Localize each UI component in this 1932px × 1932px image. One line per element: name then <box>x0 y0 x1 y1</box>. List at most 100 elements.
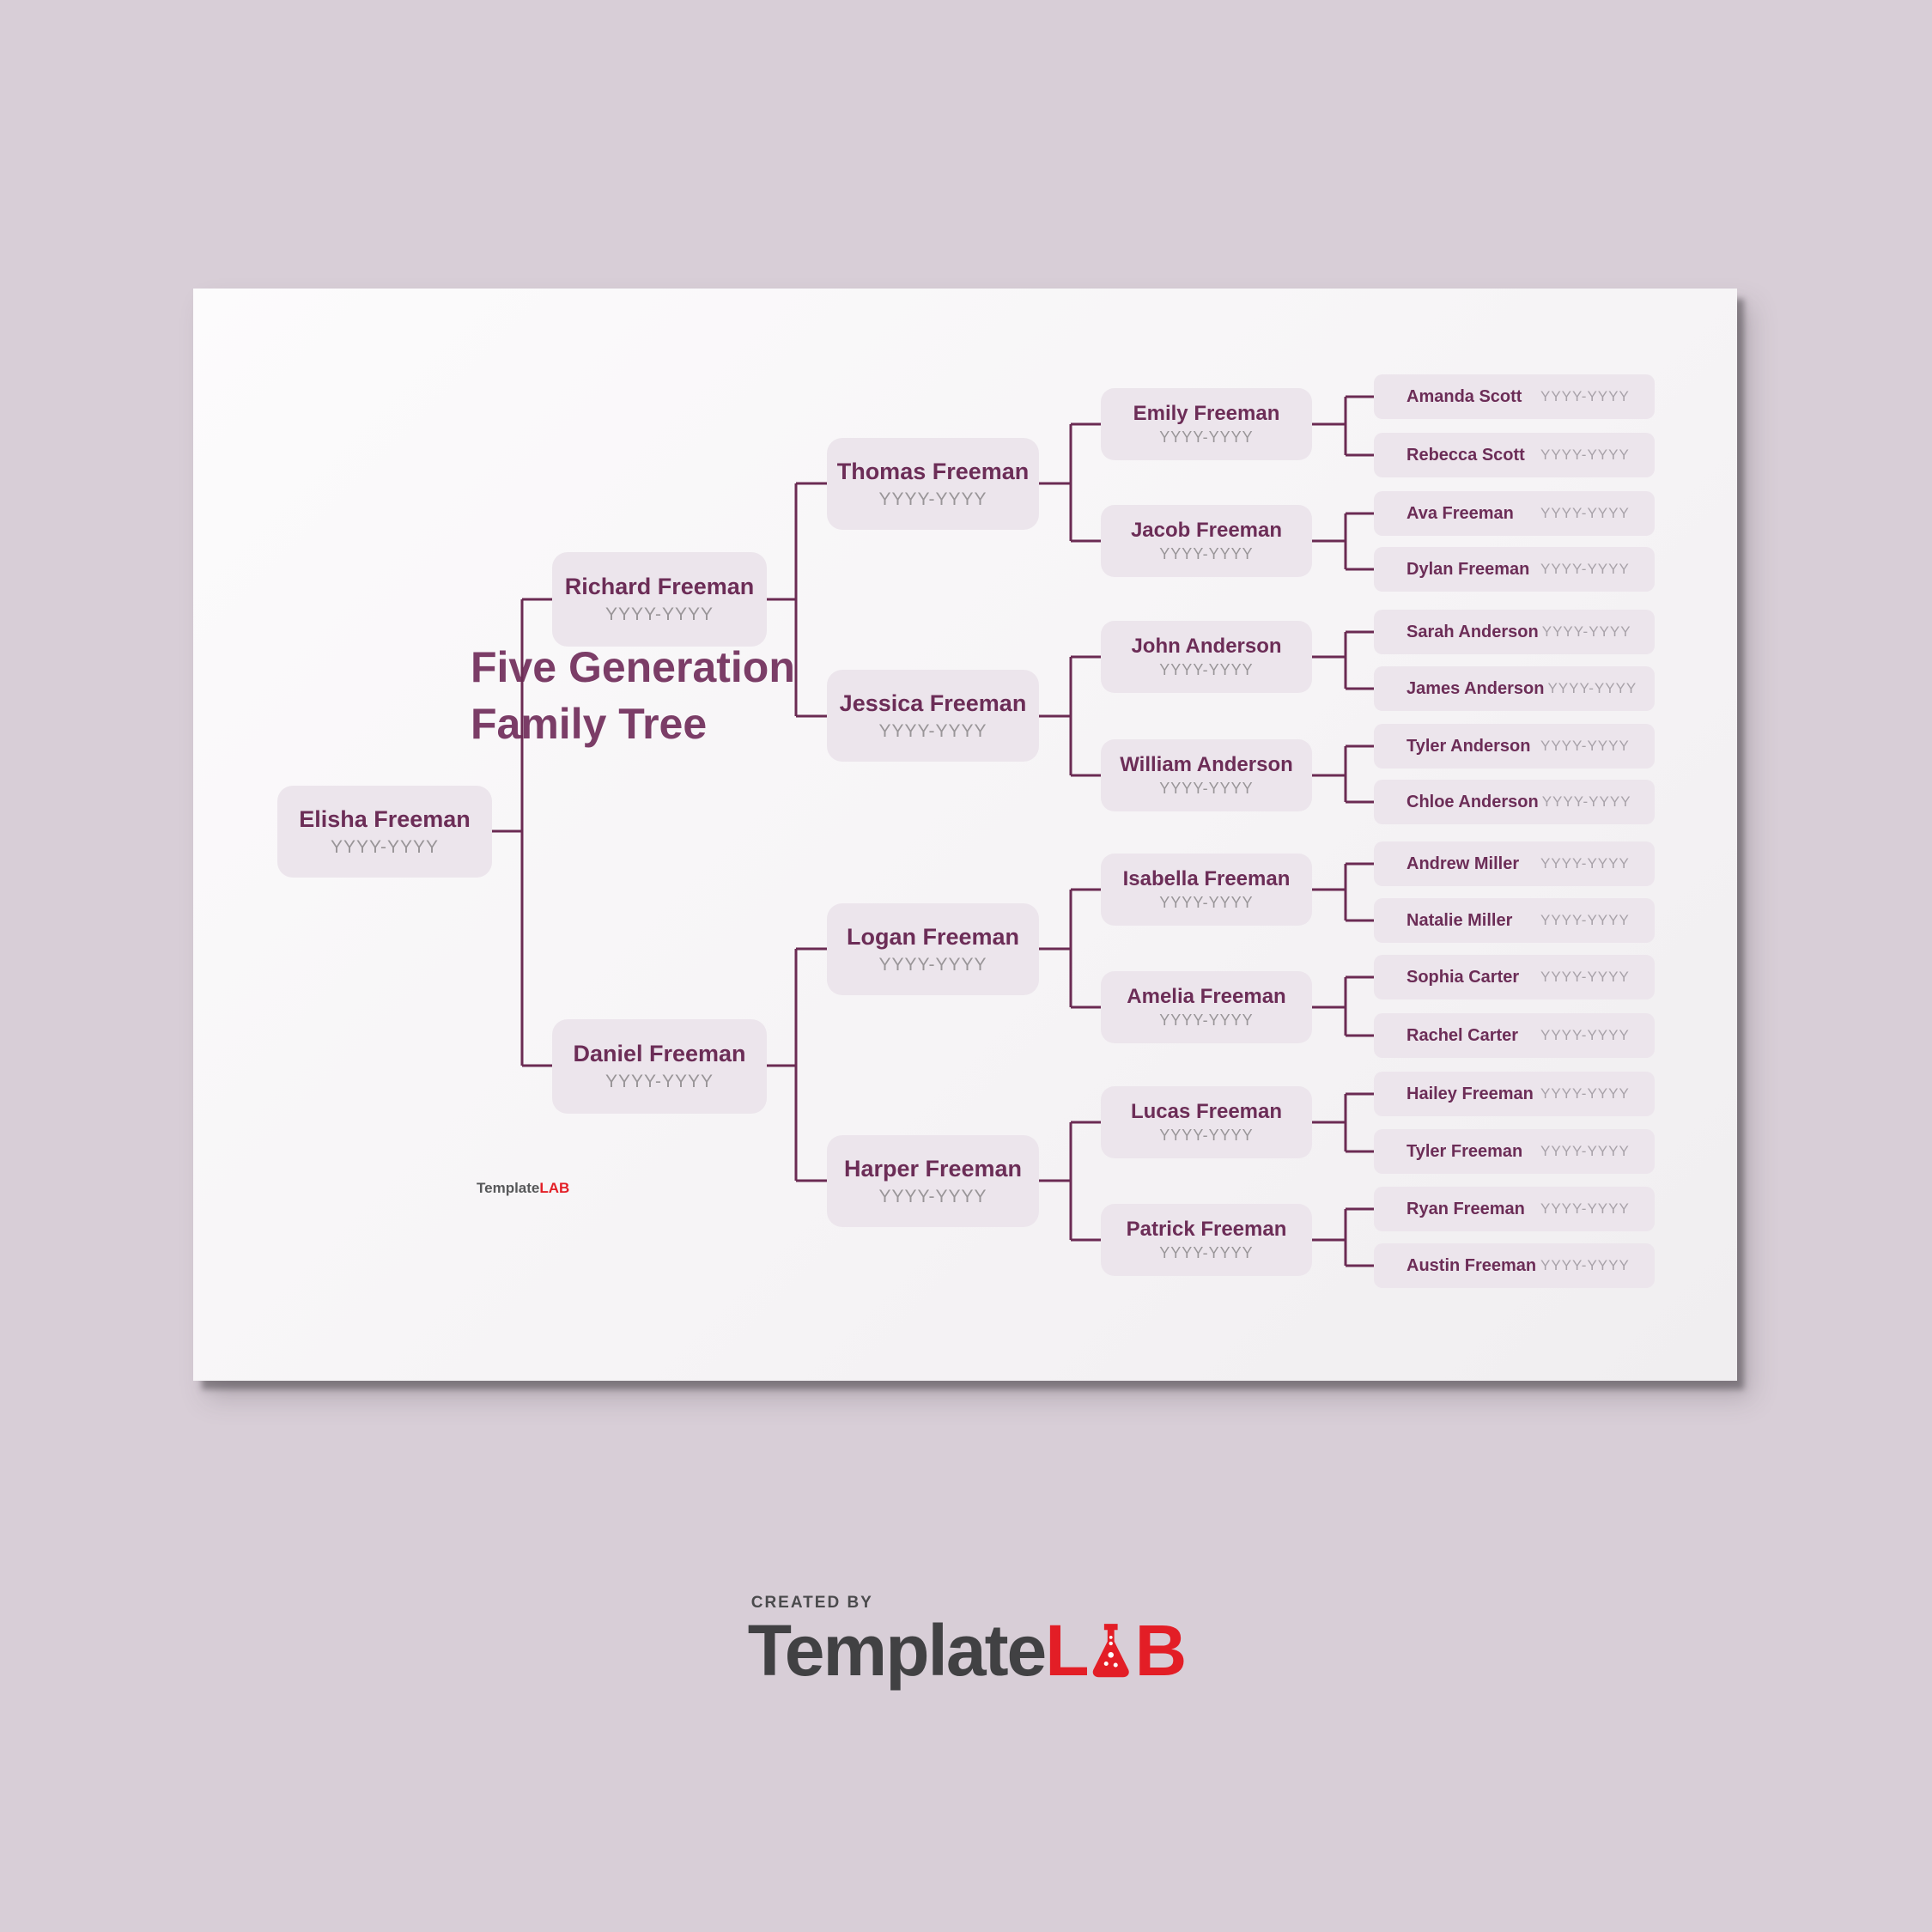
person-dates: YYYY-YYYY <box>1540 1085 1630 1102</box>
person-name: Amanda Scott <box>1406 386 1522 406</box>
person-node-amelia-freeman: Amelia Freeman YYYY-YYYY <box>1101 971 1312 1043</box>
person-name: William Anderson <box>1120 753 1293 776</box>
person-node-hailey-freeman: Hailey Freeman YYYY-YYYY <box>1374 1072 1655 1116</box>
person-dates: YYYY-YYYY <box>878 489 987 509</box>
person-dates: YYYY-YYYY <box>1540 447 1630 463</box>
person-name: Dylan Freeman <box>1406 559 1530 579</box>
person-node-william-anderson: William Anderson YYYY-YYYY <box>1101 739 1312 811</box>
person-name: Jacob Freeman <box>1130 519 1283 542</box>
person-node-rachel-carter: Rachel Carter YYYY-YYYY <box>1374 1013 1655 1058</box>
person-node-patrick-freeman: Patrick Freeman YYYY-YYYY <box>1101 1204 1312 1276</box>
person-node-sarah-anderson: Sarah Anderson YYYY-YYYY <box>1374 610 1655 654</box>
person-node-jessica-freeman: Jessica Freeman YYYY-YYYY <box>827 670 1039 762</box>
person-name: Emily Freeman <box>1133 402 1280 425</box>
person-dates: YYYY-YYYY <box>1540 912 1630 928</box>
footer-brand: CREATED BY TemplateL B <box>748 1594 1188 1686</box>
person-node-daniel-freeman: Daniel Freeman YYYY-YYYY <box>552 1019 767 1114</box>
person-node-chloe-anderson: Chloe Anderson YYYY-YYYY <box>1374 780 1655 824</box>
person-name: Andrew Miller <box>1406 854 1520 873</box>
footer-brand-wordmark: TemplateL B <box>748 1614 1188 1686</box>
person-dates: YYYY-YYYY <box>1540 505 1630 521</box>
person-dates: YYYY-YYYY <box>605 605 714 624</box>
person-dates: YYYY-YYYY <box>1540 1027 1630 1043</box>
footer-brand-b: B <box>1134 1610 1188 1691</box>
person-dates: YYYY-YYYY <box>330 836 440 857</box>
person-name: Sophia Carter <box>1406 967 1520 987</box>
person-dates: YYYY-YYYY <box>1540 1143 1630 1159</box>
person-node-tyler-anderson: Tyler Anderson YYYY-YYYY <box>1374 724 1655 769</box>
person-node-ava-freeman: Ava Freeman YYYY-YYYY <box>1374 491 1655 536</box>
person-dates: YYYY-YYYY <box>1540 388 1630 404</box>
person-name: Chloe Anderson <box>1406 792 1539 811</box>
person-node-jacob-freeman: Jacob Freeman YYYY-YYYY <box>1101 505 1312 577</box>
footer-brand-gray: Template <box>747 1610 1048 1691</box>
person-name: Sarah Anderson <box>1406 622 1539 641</box>
person-dates: YYYY-YYYY <box>878 720 987 741</box>
page-title-line1: Five Generation <box>471 643 795 691</box>
page-title-line2: Family Tree <box>471 700 708 748</box>
person-dates: YYYY-YYYY <box>1159 894 1254 911</box>
person-name: Logan Freeman <box>846 923 1020 950</box>
person-dates: YYYY-YYYY <box>1540 1257 1630 1273</box>
person-name: John Anderson <box>1131 635 1282 658</box>
person-name: Patrick Freeman <box>1126 1218 1287 1241</box>
person-dates: YYYY-YYYY <box>1159 1012 1254 1029</box>
person-dates: YYYY-YYYY <box>1159 661 1254 678</box>
person-name: Tyler Anderson <box>1406 736 1531 756</box>
person-dates: YYYY-YYYY <box>1540 561 1630 577</box>
person-dates: YYYY-YYYY <box>1159 1127 1254 1144</box>
person-node-thomas-freeman: Thomas Freeman YYYY-YYYY <box>827 438 1039 530</box>
person-dates: YYYY-YYYY <box>1540 738 1630 754</box>
watermark-logo: TemplateLAB <box>477 1180 569 1197</box>
person-name: Amelia Freeman <box>1127 985 1286 1008</box>
person-dates: YYYY-YYYY <box>878 954 987 975</box>
person-node-richard-freeman: Richard Freeman YYYY-YYYY <box>552 552 767 647</box>
person-name: Hailey Freeman <box>1406 1084 1534 1103</box>
person-dates: YYYY-YYYY <box>878 1186 987 1206</box>
person-dates: YYYY-YYYY <box>1540 855 1630 872</box>
person-node-lucas-freeman: Lucas Freeman YYYY-YYYY <box>1101 1086 1312 1158</box>
watermark-gray: Template <box>477 1180 540 1196</box>
person-node-austin-freeman: Austin Freeman YYYY-YYYY <box>1374 1243 1655 1288</box>
person-dates: YYYY-YYYY <box>1540 969 1630 985</box>
person-name: Rachel Carter <box>1406 1025 1519 1045</box>
person-name: James Anderson <box>1406 678 1545 698</box>
person-dates: YYYY-YYYY <box>1159 780 1254 797</box>
flask-icon <box>1092 1624 1129 1678</box>
person-node-emily-freeman: Emily Freeman YYYY-YYYY <box>1101 388 1312 460</box>
person-node-harper-freeman: Harper Freeman YYYY-YYYY <box>827 1135 1039 1227</box>
footer-created-by: CREATED BY <box>750 1594 873 1612</box>
person-node-amanda-scott: Amanda Scott YYYY-YYYY <box>1374 374 1655 419</box>
person-node-logan-freeman: Logan Freeman YYYY-YYYY <box>827 903 1039 995</box>
person-name: Elisha Freeman <box>299 805 471 832</box>
person-node-john-anderson: John Anderson YYYY-YYYY <box>1101 621 1312 693</box>
person-dates: YYYY-YYYY <box>605 1072 714 1091</box>
person-dates: YYYY-YYYY <box>1159 545 1254 562</box>
person-node-tyler-freeman: Tyler Freeman YYYY-YYYY <box>1374 1129 1655 1174</box>
person-dates: YYYY-YYYY <box>1540 1200 1630 1217</box>
person-name: Austin Freeman <box>1406 1255 1537 1275</box>
person-name: Rebecca Scott <box>1406 445 1525 465</box>
person-node-james-anderson: James Anderson YYYY-YYYY <box>1374 666 1655 711</box>
person-node-dylan-freeman: Dylan Freeman YYYY-YYYY <box>1374 547 1655 592</box>
person-name: Ava Freeman <box>1406 503 1514 523</box>
person-name: Thomas Freeman <box>836 458 1030 484</box>
person-name: Harper Freeman <box>843 1155 1023 1182</box>
person-dates: YYYY-YYYY <box>1547 680 1637 696</box>
person-name: Daniel Freeman <box>573 1041 746 1066</box>
person-name: Tyler Freeman <box>1406 1141 1523 1161</box>
person-node-ryan-freeman: Ryan Freeman YYYY-YYYY <box>1374 1187 1655 1231</box>
person-name: Jessica Freeman <box>839 690 1027 716</box>
person-name: Lucas Freeman <box>1130 1100 1283 1123</box>
person-dates: YYYY-YYYY <box>1541 623 1631 640</box>
person-dates: YYYY-YYYY <box>1541 793 1631 810</box>
page-title: Five Generation Family Tree <box>471 639 795 752</box>
person-node-natalie-miller: Natalie Miller YYYY-YYYY <box>1374 898 1655 943</box>
person-name: Richard Freeman <box>564 574 755 599</box>
person-node-andrew-miller: Andrew Miller YYYY-YYYY <box>1374 841 1655 886</box>
person-name: Natalie Miller <box>1406 910 1513 930</box>
person-dates: YYYY-YYYY <box>1159 1244 1254 1261</box>
person-node-elisha-freeman: Elisha Freeman YYYY-YYYY <box>277 786 492 878</box>
person-node-isabella-freeman: Isabella Freeman YYYY-YYYY <box>1101 854 1312 926</box>
footer-brand-l: L <box>1045 1610 1089 1691</box>
